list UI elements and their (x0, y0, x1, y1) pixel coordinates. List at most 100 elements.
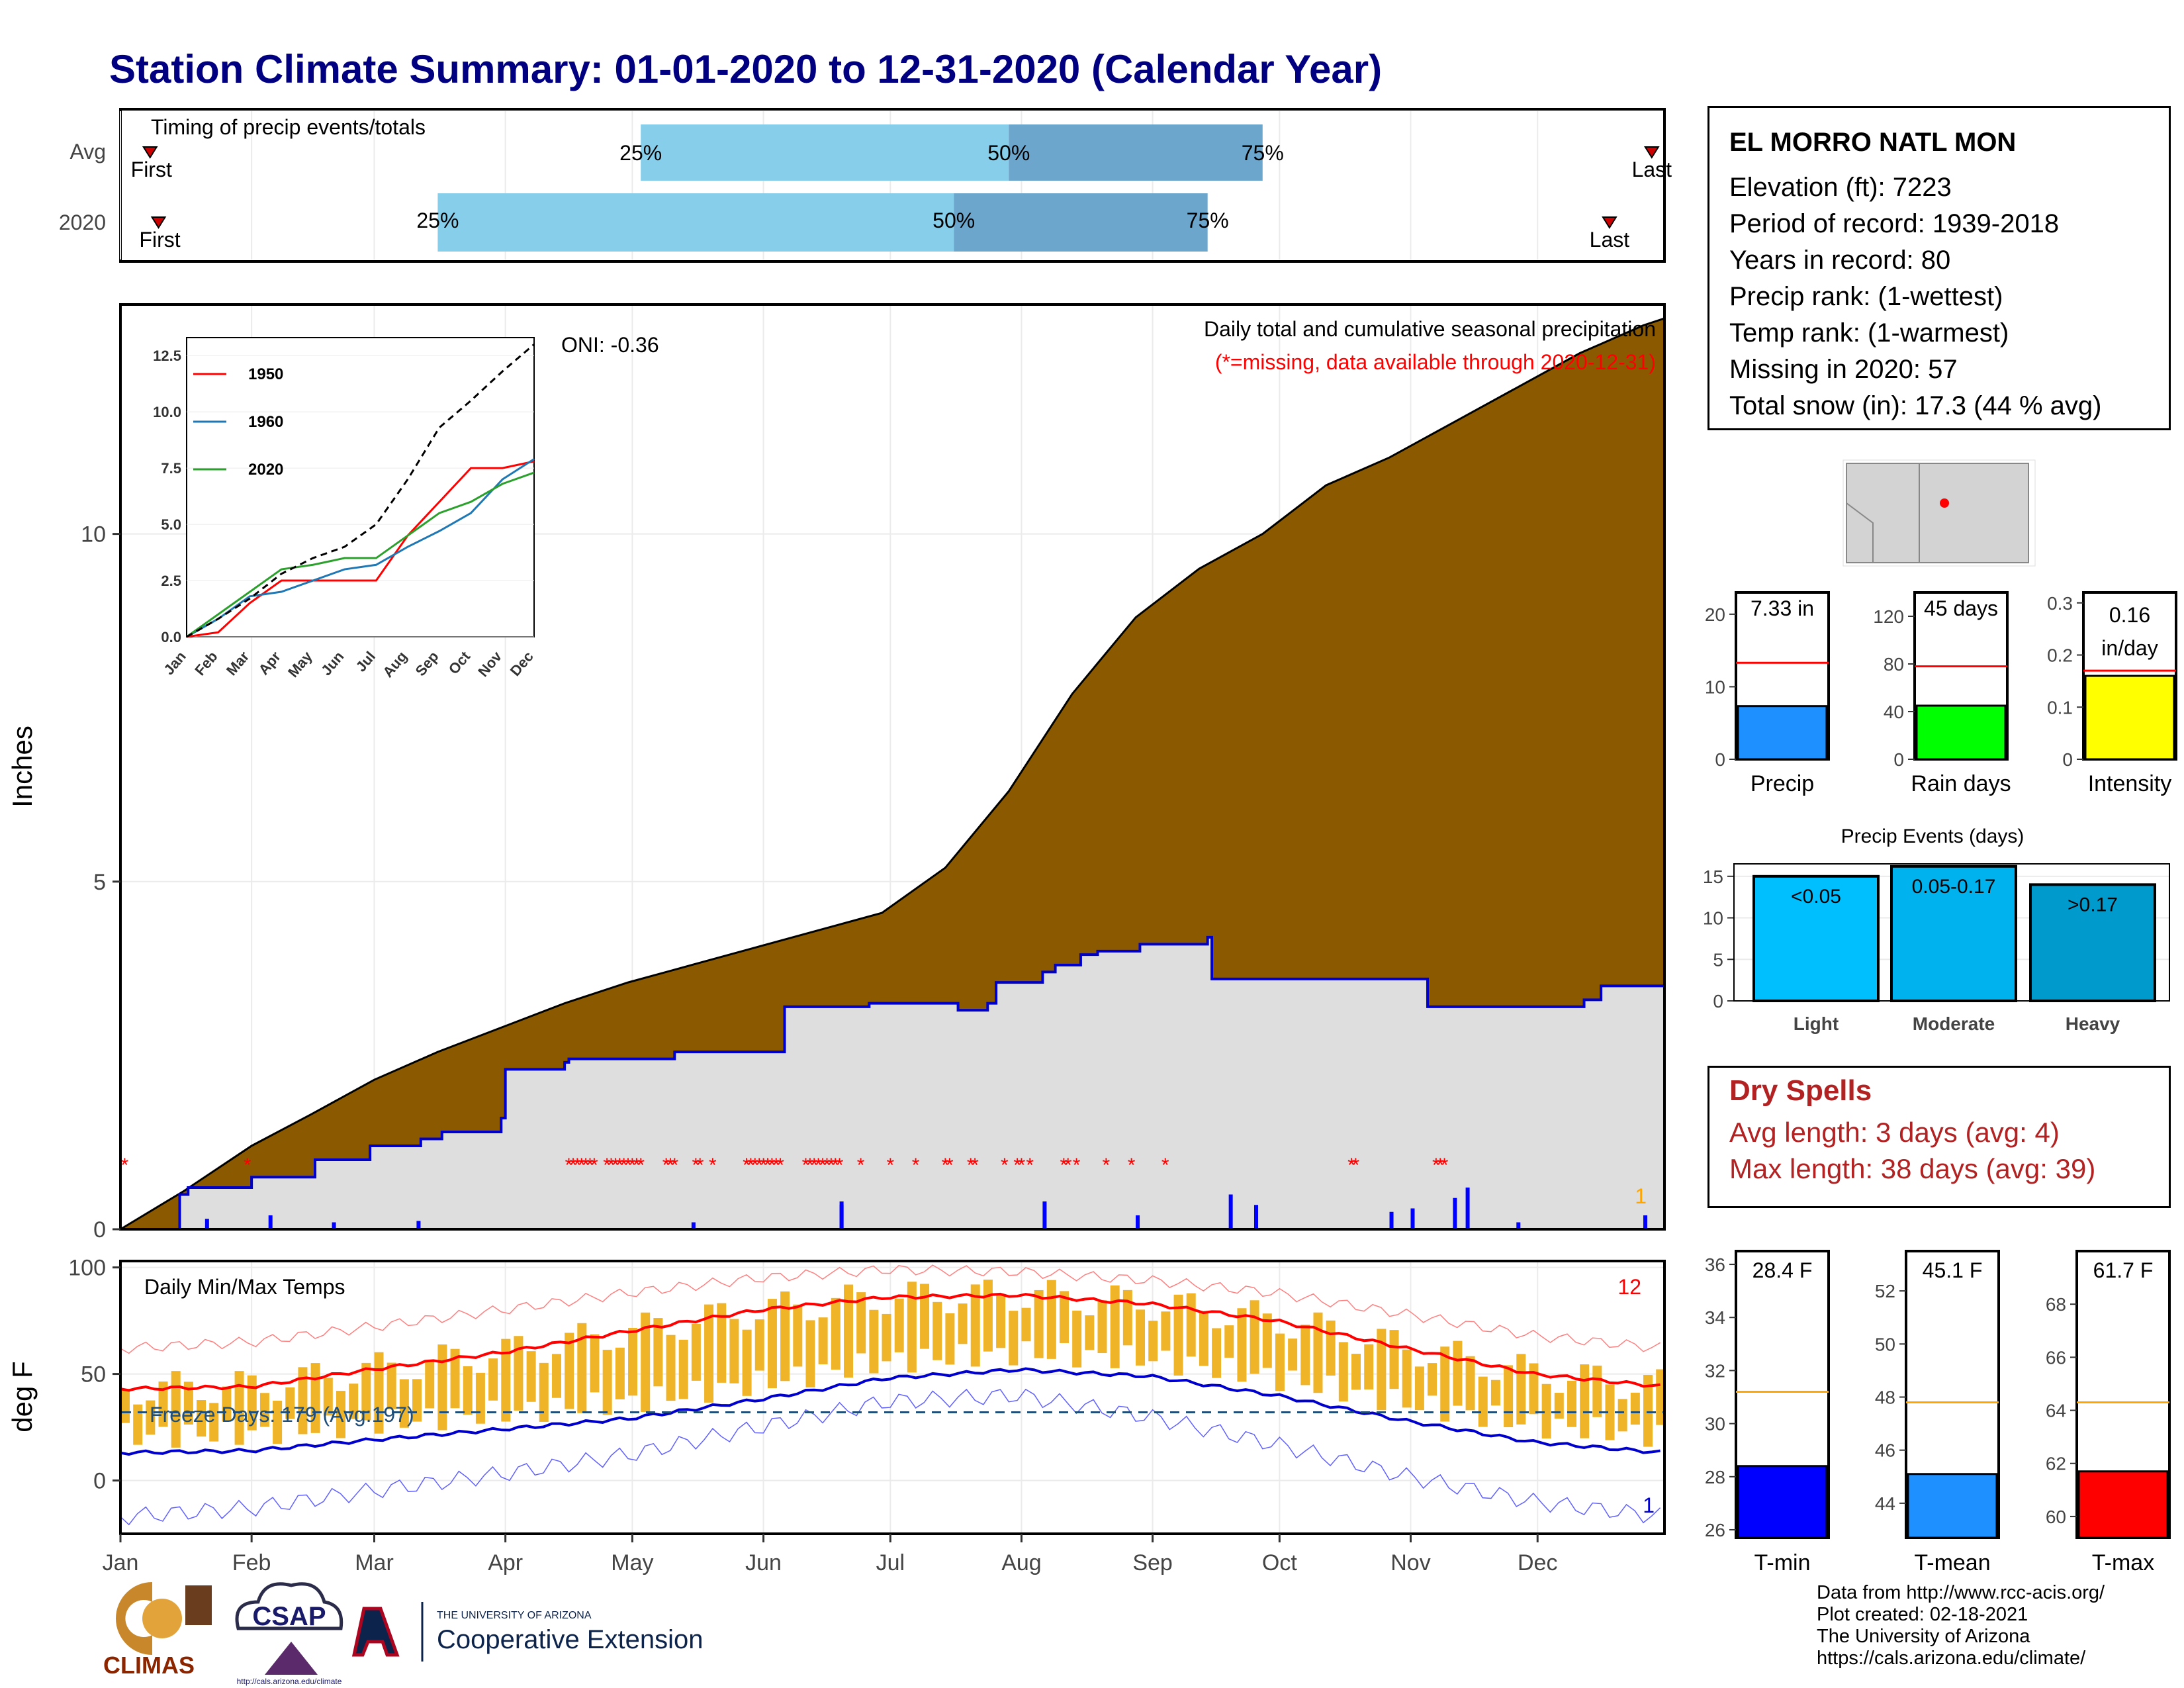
daily-temp-bar (1313, 1312, 1323, 1393)
ytick-label: 80 (1884, 654, 1904, 675)
inset-ytick-label: 12.5 (153, 348, 181, 364)
ytick-label: 50 (81, 1362, 106, 1387)
daily-temp-bar (1161, 1311, 1171, 1351)
precip-panel: * * ******* ********* *** ** * ********* *******… (7, 303, 1666, 1243)
missing-marker: * (1026, 1154, 1034, 1176)
ytick-label: 5 (93, 870, 106, 895)
missing-marker: * (857, 1154, 865, 1176)
missing-marker: * (1018, 1154, 1026, 1176)
temp-summary-bar-T-mean (1907, 1473, 1998, 1539)
credit-line: https://cals.arizona.edu/climate/ (1817, 1648, 2086, 1669)
daily-precip-bar (268, 1215, 273, 1229)
daily-precip-bar (1228, 1194, 1233, 1229)
missing-marker: * (709, 1154, 717, 1176)
month-label: Jul (876, 1550, 905, 1575)
daily-temp-bar (1046, 1280, 1056, 1359)
missing-marker: * (586, 1154, 594, 1176)
temp-summary-value-label: 28.4 F (1752, 1258, 1813, 1282)
daily-temp-bar (920, 1284, 930, 1349)
month-label: Jun (745, 1550, 782, 1575)
missing-marker: * (629, 1154, 637, 1176)
daily-precip-bar (839, 1201, 844, 1229)
daily-precip-bar (332, 1222, 336, 1229)
daily-temp-bar (310, 1363, 320, 1433)
average-cumulative-line (120, 935, 1664, 1231)
daily-temp-bar (1377, 1329, 1387, 1411)
precip-title: Daily total and cumulative seasonal prec… (1204, 317, 1656, 341)
missing-marker: * (578, 1154, 586, 1176)
last-label: Last (1632, 158, 1672, 181)
ytick-label: 44 (1875, 1493, 1895, 1514)
event-bar-Moderate (1890, 865, 2017, 1003)
dry-spells-title: Dry Spells (1729, 1074, 1872, 1107)
daily-precip-bar (1410, 1208, 1415, 1229)
ytick-label: 64 (2046, 1401, 2066, 1421)
daily-temp-bar (754, 1319, 764, 1371)
ytick-label: 30 (1705, 1414, 1725, 1434)
daily-temp-bar (1580, 1364, 1590, 1438)
missing-marker: * (696, 1154, 704, 1176)
summary-category-label: Precip (1751, 771, 1814, 796)
daily-temp-bar (691, 1323, 701, 1381)
daily-temp-bar (678, 1339, 688, 1399)
ytick-label: 34 (1705, 1307, 1725, 1328)
inset-frame (186, 337, 535, 637)
last-marker (1644, 146, 1660, 159)
daily-temp-bar (171, 1371, 181, 1448)
climas-text: CLIMAS (103, 1652, 195, 1679)
daily-temp-bar (1326, 1320, 1336, 1376)
ytick-label: 0 (93, 1217, 106, 1243)
missing-marker: * (569, 1154, 577, 1176)
daily-temp-bar (488, 1358, 498, 1401)
daily-temp-bar (742, 1329, 752, 1396)
timing-row-avg: Avg (69, 140, 106, 164)
temp-summary-category-label: T-min (1754, 1550, 1811, 1575)
missing-marker: * (810, 1154, 818, 1176)
daily-temp-bar (526, 1351, 536, 1402)
daily-temp-bar (1605, 1384, 1615, 1440)
daily-temp-bar (1224, 1325, 1234, 1358)
precip-subtitle: (*=missing, data available through 2020-… (1215, 350, 1656, 374)
ytick-label: 0.3 (2047, 593, 2073, 614)
timing-row-2020: 2020 (59, 211, 106, 234)
daily-temp-bar (1364, 1344, 1374, 1389)
daily-temp-bar (259, 1393, 269, 1427)
ytick-label: 120 (1873, 606, 1904, 627)
missing-marker: * (244, 1154, 251, 1176)
missing-marker: * (772, 1154, 780, 1176)
ua-big-text: Cooperative Extension (437, 1625, 703, 1654)
daily-temp-bar (1072, 1310, 1082, 1368)
daily-temp-bar (1110, 1285, 1120, 1368)
missing-marker: * (637, 1154, 645, 1176)
daily-temp-bar (1630, 1392, 1640, 1425)
daily-temp-bar (183, 1382, 193, 1425)
daily-temp-bar (1250, 1300, 1259, 1374)
missing-marker: * (823, 1154, 831, 1176)
missing-marker: * (971, 1154, 979, 1176)
freeze-days-label: Freeze Days: 179 (Avg:197) (150, 1403, 414, 1427)
daily-temp-bar (1592, 1365, 1602, 1417)
daily-temp-bar (1440, 1346, 1450, 1422)
record-min-line (120, 1388, 1661, 1526)
daily-precip-bar (691, 1222, 696, 1229)
credits: Data from http://www.rcc-acis.org/ Plot … (1817, 1582, 2105, 1669)
daily-precip-bar (1643, 1215, 1648, 1229)
inset-ytick-label: 10.0 (153, 404, 181, 420)
daily-temp-bar (551, 1354, 561, 1398)
ytick-label: 0 (93, 1469, 106, 1494)
month-label: Nov (1390, 1550, 1430, 1575)
daily-temp-bar (1351, 1354, 1361, 1390)
daily-precip-bar (1465, 1187, 1470, 1229)
station-line: Precip rank: (1-wettest) (1729, 282, 2003, 311)
missing-marker: * (827, 1154, 835, 1176)
daily-temp-bar (856, 1292, 866, 1354)
credit-line: Data from http://www.rcc-acis.org/ (1817, 1582, 2105, 1603)
missing-marker: * (776, 1154, 784, 1176)
daily-temp-bar (1567, 1380, 1576, 1427)
logos: CLIMAS CSAP http://cals.arizona.edu/clim… (103, 1582, 703, 1686)
daily-temp-bar (1262, 1313, 1272, 1368)
ytick-label: 0 (1715, 749, 1725, 770)
avg-max-line (120, 1292, 1661, 1392)
daily-temp-bar (945, 1313, 955, 1365)
